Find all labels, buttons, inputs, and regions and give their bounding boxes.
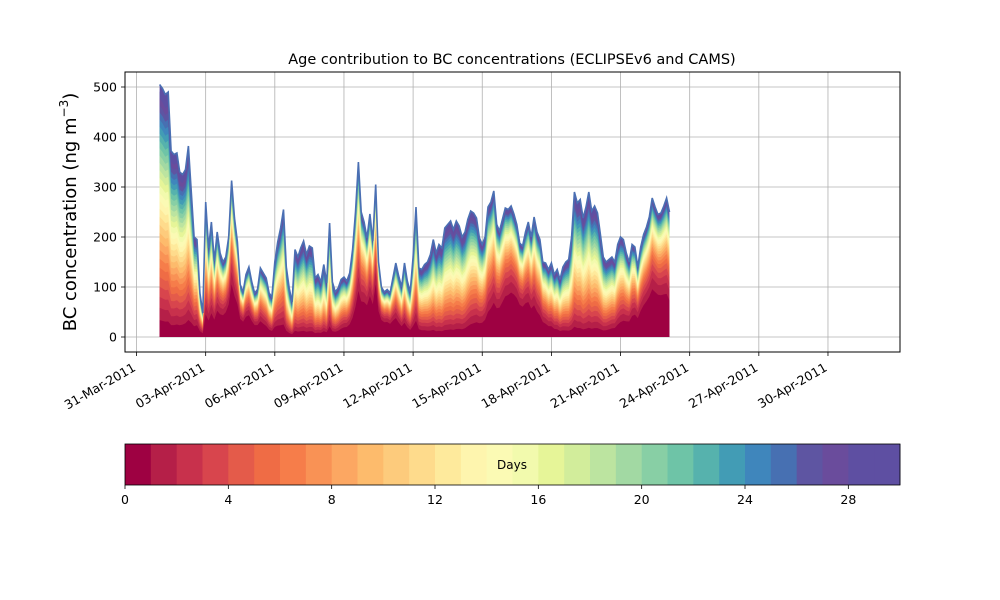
colorbar-segment: [641, 444, 668, 485]
colorbar-segment: [460, 444, 488, 485]
colorbar-segment: [409, 444, 436, 485]
colorbar-segment: [693, 444, 720, 485]
x-tick-label: 27-Apr-2011: [686, 360, 760, 412]
y-axis-label: BC concentration (ng m−3): [57, 93, 81, 332]
x-tick-label: 30-Apr-2011: [755, 360, 829, 412]
plot-frame: [124, 71, 901, 353]
x-tick-label: 21-Apr-2011: [548, 360, 622, 412]
colorbar-segment: [383, 444, 410, 485]
colorbar-segment: [254, 444, 281, 485]
chart-title: Age contribution to BC concentrations (E…: [288, 52, 735, 68]
colorbar-segment: [796, 444, 823, 485]
y-tick-label: 100: [93, 280, 117, 295]
colorbar-segment: [848, 444, 875, 485]
colorbar-segment: [538, 444, 565, 485]
x-tick-label: 15-Apr-2011: [409, 360, 483, 412]
colorbar-segment: [357, 444, 384, 485]
colorbar-segment: [719, 444, 746, 485]
colorbar-tick-label: 8: [328, 492, 336, 507]
colorbar-tick-label: 24: [737, 492, 753, 507]
colorbar-frame: [124, 443, 901, 486]
colorbar-tick-label: 16: [530, 492, 546, 507]
total-line: [158, 84, 671, 314]
colorbar-tick-label: 0: [121, 492, 129, 507]
colorbar-segment: [590, 444, 617, 485]
colorbar-segment: [745, 444, 772, 485]
age-layer: [159, 284, 670, 337]
colorbar-segment: [512, 444, 539, 485]
colorbar-segment: [615, 444, 643, 485]
y-tick-label: 500: [93, 80, 117, 95]
colorbar: 0 4 8 12 16 20 24 28: [121, 443, 901, 507]
x-tick-label: 24-Apr-2011: [617, 360, 691, 412]
y-tick-label: 200: [93, 230, 117, 245]
colorbar-segment: [228, 444, 255, 485]
y-tick-label: 300: [93, 180, 117, 195]
colorbar-tick-label: 4: [224, 492, 232, 507]
colorbar-segment: [202, 444, 229, 485]
y-tick-label: 0: [109, 330, 117, 345]
colorbar-segment: [667, 444, 694, 485]
y-tick-label: 400: [93, 130, 117, 145]
x-tick-label: 03-Apr-2011: [133, 360, 207, 412]
colorbar-segment: [331, 444, 358, 485]
y-axis: 0 100 200 300 400 500: [93, 80, 125, 345]
x-tick-label: 18-Apr-2011: [478, 360, 552, 412]
colorbar-label: Days: [497, 458, 527, 472]
colorbar-tick-label: 12: [427, 492, 443, 507]
x-tick-label: 12-Apr-2011: [340, 360, 414, 412]
colorbar-segment: [280, 444, 307, 485]
colorbar-segment: [435, 444, 462, 485]
stacked-areas: [158, 84, 671, 338]
colorbar-segment: [305, 444, 333, 485]
colorbar-segment: [176, 444, 203, 485]
colorbar-segment: [770, 444, 798, 485]
colorbar-tick-label: 28: [840, 492, 856, 507]
colorbar-segment: [564, 444, 591, 485]
x-axis: 31-Mar-201103-Apr-201106-Apr-201109-Apr-…: [62, 352, 829, 413]
x-tick-label: 09-Apr-2011: [271, 360, 345, 412]
x-tick-label: 06-Apr-2011: [202, 360, 276, 412]
colorbar-segment: [125, 444, 152, 485]
colorbar-segment: [822, 444, 849, 485]
x-tick-label: 31-Mar-2011: [62, 360, 138, 413]
colorbar-segment: [150, 444, 178, 485]
colorbar-segment: [874, 444, 901, 485]
colorbar-tick-label: 20: [634, 492, 650, 507]
colorbar-segment: [486, 444, 513, 485]
